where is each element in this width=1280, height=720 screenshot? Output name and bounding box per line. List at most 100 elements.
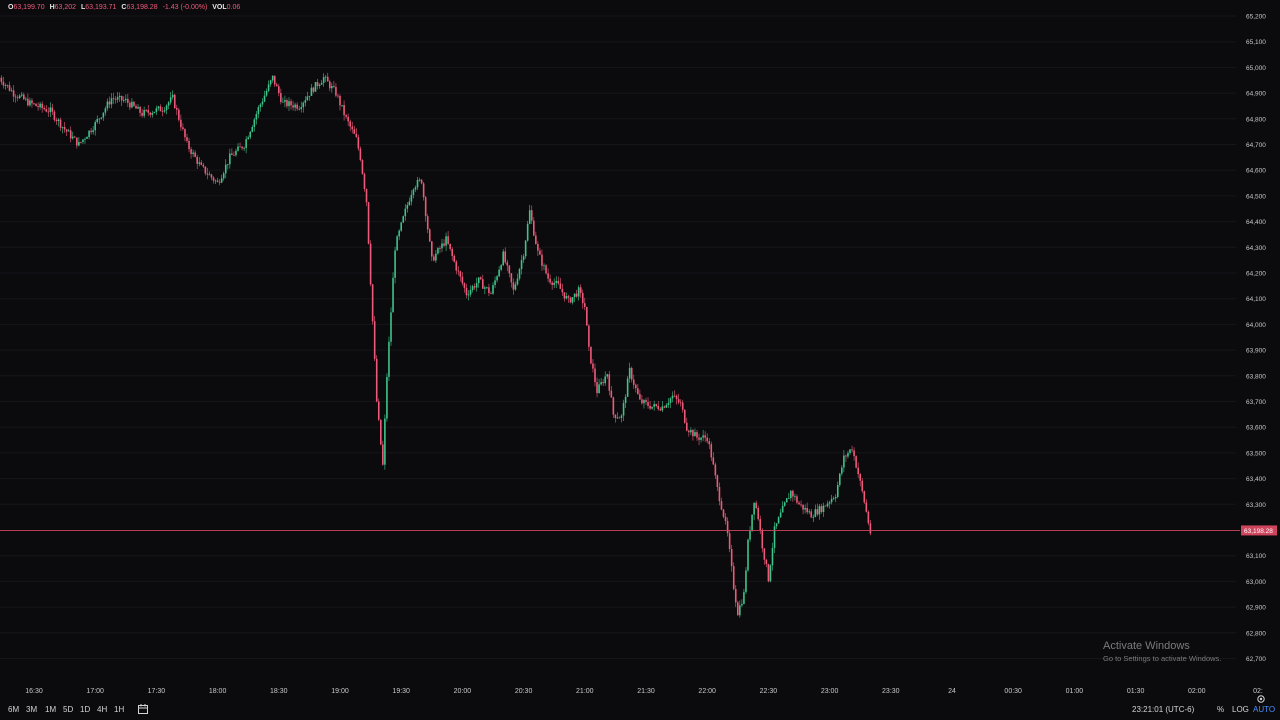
price-axis[interactable]: 65,200 65,100 65,000 64,900 64,800 64,700 64,6… [1246, 14, 1266, 664]
candle-body [830, 498, 833, 503]
candle-body [683, 409, 686, 423]
candle-body [467, 294, 470, 296]
candle-body [290, 101, 292, 106]
candle-body [2, 81, 5, 86]
settings-gear-icon[interactable] [1256, 694, 1266, 704]
candle-body [508, 265, 511, 274]
candle-body [153, 111, 156, 114]
candle-body [526, 223, 529, 241]
candle-body [394, 250, 396, 278]
candle-body [384, 418, 386, 465]
timeframe-3m[interactable]: 3M [26, 705, 38, 714]
candle-body [247, 137, 249, 140]
candle-body [212, 177, 215, 181]
candle-body [581, 292, 584, 304]
candle-body [265, 90, 268, 96]
candle-body [39, 103, 41, 108]
candle-body [104, 108, 107, 113]
timeframe-4h[interactable]: 4H [97, 705, 108, 714]
candle-body [324, 76, 327, 78]
candle-body [0, 77, 3, 82]
candle-body [737, 602, 739, 616]
candle-body [602, 382, 604, 384]
candle-body [535, 235, 537, 245]
watermark-title: Activate Windows [1103, 640, 1190, 652]
candle-body [339, 95, 341, 106]
candle-body [718, 486, 721, 502]
candle-body [396, 236, 398, 251]
candle-body [398, 230, 400, 237]
candle-body [116, 97, 119, 100]
candle-body [269, 80, 272, 85]
candle-body [359, 148, 362, 161]
candle-body [35, 103, 37, 107]
candle-body [4, 84, 7, 86]
candle-body [33, 103, 35, 105]
candle-body [863, 491, 866, 503]
candle-body [802, 504, 804, 510]
bottom-toolbar: 6M 3M 1M 5D 1D 4H 1H [0, 700, 1280, 720]
price-tick-label: 64,600 [1246, 168, 1266, 175]
candle-body [753, 502, 755, 515]
candle-body [286, 100, 288, 107]
candle-body [416, 179, 419, 188]
candle-body [92, 130, 94, 133]
candle-body [820, 506, 823, 512]
candle-body [488, 287, 490, 294]
candle-body [565, 296, 568, 299]
timeframe-1d[interactable]: 1D [80, 705, 91, 714]
candle-body [857, 467, 859, 475]
log-scale-toggle[interactable]: LOG [1232, 705, 1249, 714]
candle-body [135, 105, 137, 109]
candle-body [763, 548, 766, 560]
candle-body [453, 255, 456, 262]
candle-body [661, 406, 664, 411]
candle-body [479, 277, 482, 280]
timeframe-6m[interactable]: 6M [8, 705, 20, 714]
candle-body [310, 87, 313, 96]
go-to-date-icon[interactable] [137, 703, 149, 715]
candle-body [553, 282, 555, 285]
timeframe-5d[interactable]: 5D [63, 705, 74, 714]
auto-scale-toggle[interactable]: AUTO [1253, 705, 1276, 714]
candle-body [41, 103, 43, 109]
candle-body [306, 96, 309, 101]
candle-body [178, 109, 180, 120]
candle-body [543, 265, 545, 267]
candle-body [373, 321, 376, 359]
time-axis[interactable]: 16:30 17:00 17:30 18:00 18:30 19:00 19:30 20:00… [25, 688, 1263, 695]
candle-body [171, 94, 174, 98]
candle-body [27, 98, 29, 106]
price-tick-label: 65,200 [1246, 14, 1266, 21]
candle-body [125, 98, 127, 101]
timeframe-1h[interactable]: 1H [114, 705, 125, 714]
candle-body [836, 485, 839, 497]
candle-body [767, 564, 770, 582]
candle-body [647, 402, 649, 406]
candle-body [769, 565, 772, 582]
candle-body [108, 101, 111, 105]
candle-body [367, 202, 370, 244]
percent-scale-toggle[interactable]: % [1217, 705, 1225, 714]
candle-body [261, 101, 264, 105]
candle-body [341, 105, 343, 106]
clock-timezone[interactable]: 23:21:01 (UTC-6) [1132, 705, 1195, 714]
candle-body [594, 368, 596, 383]
candle-body [688, 430, 690, 433]
candle-body [145, 110, 147, 111]
time-tick-label: 01:00 [1066, 688, 1084, 695]
candle-body [173, 94, 176, 109]
candle-body [724, 516, 727, 522]
candle-body [506, 262, 509, 266]
candle-body [37, 106, 39, 108]
candle-body [363, 173, 366, 190]
candle-body [186, 137, 188, 141]
candle-body [459, 271, 462, 277]
candle-body [665, 404, 668, 408]
candle-body [618, 417, 621, 419]
timeframe-1m[interactable]: 1M [45, 705, 57, 714]
candle-body [96, 119, 99, 123]
candle-body [382, 444, 384, 465]
candle-body [528, 210, 531, 224]
